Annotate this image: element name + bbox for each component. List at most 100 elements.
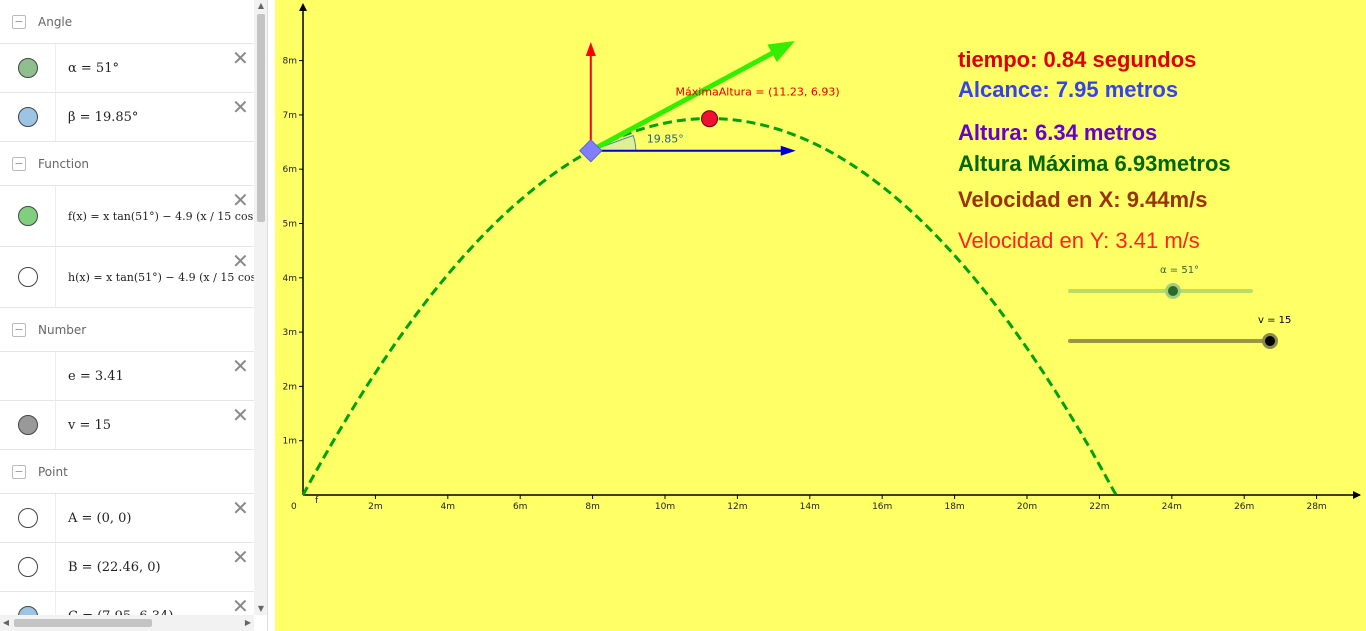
visibility-toggle[interactable] bbox=[0, 247, 56, 307]
scroll-right-icon[interactable]: ▶ bbox=[244, 618, 252, 627]
scroll-left-icon[interactable]: ◀ bbox=[2, 618, 10, 627]
x-tick-label: 4m bbox=[441, 502, 456, 512]
scroll-up-icon[interactable]: ▲ bbox=[257, 1, 265, 10]
projectile-point-c bbox=[579, 139, 603, 163]
algebra-expression[interactable]: e = 3.41 bbox=[68, 368, 124, 384]
group-header-point[interactable]: − Point bbox=[0, 450, 254, 494]
delete-icon[interactable]: ✕ bbox=[232, 249, 249, 273]
x-tick-label: 12m bbox=[727, 502, 747, 512]
delete-icon[interactable]: ✕ bbox=[232, 545, 249, 569]
y-tick-label: 3m bbox=[283, 328, 298, 338]
algebra-row[interactable]: β = 19.85° ✕ bbox=[0, 93, 254, 142]
axes: 2m 4m 6m 8m 10m 12m 14m 16m 18m 20m 22m 24m 26m 28m 1m… bbox=[283, 3, 1361, 512]
slider-alpha[interactable]: α = 51° bbox=[1068, 265, 1258, 305]
algebra-expression[interactable]: β = 19.85° bbox=[68, 109, 139, 125]
slider-alpha-caption: α = 51° bbox=[1160, 265, 1200, 276]
origin-label: 0 bbox=[291, 502, 297, 512]
slider-v-track[interactable] bbox=[1068, 339, 1270, 343]
group-title: Angle bbox=[38, 14, 73, 29]
x-axis-arrow-icon bbox=[1353, 491, 1361, 499]
algebra-row[interactable]: A = (0, 0) ✕ bbox=[0, 494, 254, 543]
collapse-icon[interactable]: − bbox=[12, 14, 26, 29]
slider-v[interactable]: v = 15 bbox=[1068, 315, 1291, 355]
delete-icon[interactable]: ✕ bbox=[232, 95, 249, 119]
y-axis-arrow-icon bbox=[299, 3, 307, 11]
algebra-expression[interactable]: α = 51° bbox=[68, 60, 119, 76]
group-header-function[interactable]: − Function bbox=[0, 142, 254, 186]
visibility-dot-icon[interactable] bbox=[17, 206, 38, 226]
collapse-icon[interactable]: − bbox=[12, 464, 26, 479]
visibility-toggle[interactable] bbox=[0, 401, 56, 449]
visibility-toggle[interactable] bbox=[0, 186, 56, 246]
algebra-expression[interactable]: v = 15 bbox=[68, 417, 112, 433]
algebra-row[interactable]: h(x) = x tan(51°) − 4.9 (x / 15 cos ✕ bbox=[0, 247, 254, 308]
slider-v-knob[interactable] bbox=[1262, 333, 1278, 349]
x-tick-label: 10m bbox=[655, 502, 675, 512]
scroll-down-icon[interactable]: ▼ bbox=[257, 604, 265, 613]
visibility-toggle[interactable] bbox=[0, 352, 56, 400]
points-layer: MáximaAltura = (11.23, 6.93) bbox=[579, 86, 840, 163]
visibility-toggle[interactable] bbox=[0, 543, 56, 591]
vertical-scrollbar[interactable]: ▲ ▼ bbox=[254, 0, 267, 615]
visibility-dot-icon[interactable] bbox=[17, 107, 38, 127]
visibility-dot-icon[interactable] bbox=[17, 508, 38, 528]
x-tick-label: 22m bbox=[1089, 502, 1109, 512]
horizontal-scrollbar[interactable]: ◀ ▶ bbox=[0, 615, 254, 631]
velocity-x-arrowhead-icon bbox=[780, 145, 796, 156]
slider-alpha-knob[interactable] bbox=[1164, 283, 1181, 299]
delete-icon[interactable]: ✕ bbox=[232, 354, 249, 378]
x-tick-label: 20m bbox=[1017, 502, 1037, 512]
y-tick-label: 8m bbox=[283, 57, 298, 67]
x-tick-label: 28m bbox=[1306, 502, 1326, 512]
slider-alpha-track[interactable] bbox=[1068, 289, 1253, 293]
vertical-scroll-thumb[interactable] bbox=[257, 14, 265, 222]
collapse-icon[interactable]: − bbox=[12, 156, 26, 171]
algebra-row[interactable]: f(x) = x tan(51°) − 4.9 (x / 15 cos ✕ bbox=[0, 186, 254, 247]
delete-icon[interactable]: ✕ bbox=[232, 594, 249, 615]
visibility-toggle[interactable] bbox=[0, 494, 56, 542]
graphics-canvas[interactable]: 2m 4m 6m 8m 10m 12m 14m 16m 18m 20m 22m 24m 26m 28m 1m… bbox=[275, 0, 1366, 631]
delete-icon[interactable]: ✕ bbox=[232, 496, 249, 520]
algebra-row[interactable]: e = 3.41 ✕ bbox=[0, 352, 254, 401]
algebra-expression[interactable]: h(x) = x tan(51°) − 4.9 (x / 15 cos bbox=[68, 270, 254, 284]
x-tick-label: 26m bbox=[1234, 502, 1254, 512]
graphics-view[interactable]: 2m 4m 6m 8m 10m 12m 14m 16m 18m 20m 22m 24m 26m 28m 1m… bbox=[275, 0, 1366, 631]
algebra-view: − Angle α = 51° ✕ β = 19.85° ✕ − Function f(x) =… bbox=[0, 0, 268, 631]
info-velocidad-x: Velocidad en X: 9.44m/s bbox=[958, 187, 1208, 212]
delete-icon[interactable]: ✕ bbox=[232, 46, 249, 70]
group-header-angle[interactable]: − Angle bbox=[0, 0, 254, 44]
visibility-toggle[interactable] bbox=[0, 93, 56, 141]
delete-icon[interactable]: ✕ bbox=[232, 403, 249, 427]
x-tick-label: 8m bbox=[585, 502, 600, 512]
algebra-row[interactable]: α = 51° ✕ bbox=[0, 44, 254, 93]
group-title: Function bbox=[38, 156, 90, 171]
group-header-number[interactable]: − Number bbox=[0, 308, 254, 352]
algebra-list: − Angle α = 51° ✕ β = 19.85° ✕ − Function f(x) =… bbox=[0, 0, 254, 615]
algebra-expression[interactable]: A = (0, 0) bbox=[68, 510, 132, 526]
visibility-dot-icon[interactable] bbox=[17, 267, 38, 287]
algebra-row[interactable]: B = (22.46, 0) ✕ bbox=[0, 543, 254, 592]
visibility-dot-icon[interactable] bbox=[17, 557, 38, 577]
visibility-dot-icon[interactable] bbox=[17, 58, 38, 78]
visibility-dot-icon[interactable] bbox=[17, 606, 38, 615]
x-tick-label: 6m bbox=[513, 502, 528, 512]
algebra-expression[interactable]: B = (22.46, 0) bbox=[68, 559, 161, 575]
algebra-row[interactable]: C = (7.95, 6.34)✕ bbox=[0, 592, 254, 615]
velocity-y-arrowhead-icon bbox=[585, 42, 596, 56]
visibility-toggle[interactable] bbox=[0, 592, 56, 615]
delete-icon[interactable]: ✕ bbox=[232, 188, 249, 212]
info-alcance: Alcance: 7.95 metros bbox=[958, 77, 1179, 102]
x-tick-label: 14m bbox=[800, 502, 820, 512]
y-tick-label: 7m bbox=[283, 111, 298, 121]
horizontal-scroll-thumb[interactable] bbox=[14, 619, 152, 627]
algebra-row[interactable]: v = 15 ✕ bbox=[0, 401, 254, 450]
collapse-icon[interactable]: − bbox=[12, 322, 26, 337]
algebra-expression[interactable]: f(x) = x tan(51°) − 4.9 (x / 15 cos bbox=[68, 209, 254, 223]
visibility-dot-icon[interactable] bbox=[17, 415, 38, 435]
vectors-layer: 19.85° bbox=[585, 41, 796, 156]
y-tick-label: 4m bbox=[283, 274, 298, 284]
algebra-expression[interactable]: C = (7.95, 6.34) bbox=[56, 609, 254, 616]
x-tick-label: 2m bbox=[368, 502, 383, 512]
x-tick-label: 18m bbox=[944, 502, 964, 512]
visibility-toggle[interactable] bbox=[0, 44, 56, 92]
